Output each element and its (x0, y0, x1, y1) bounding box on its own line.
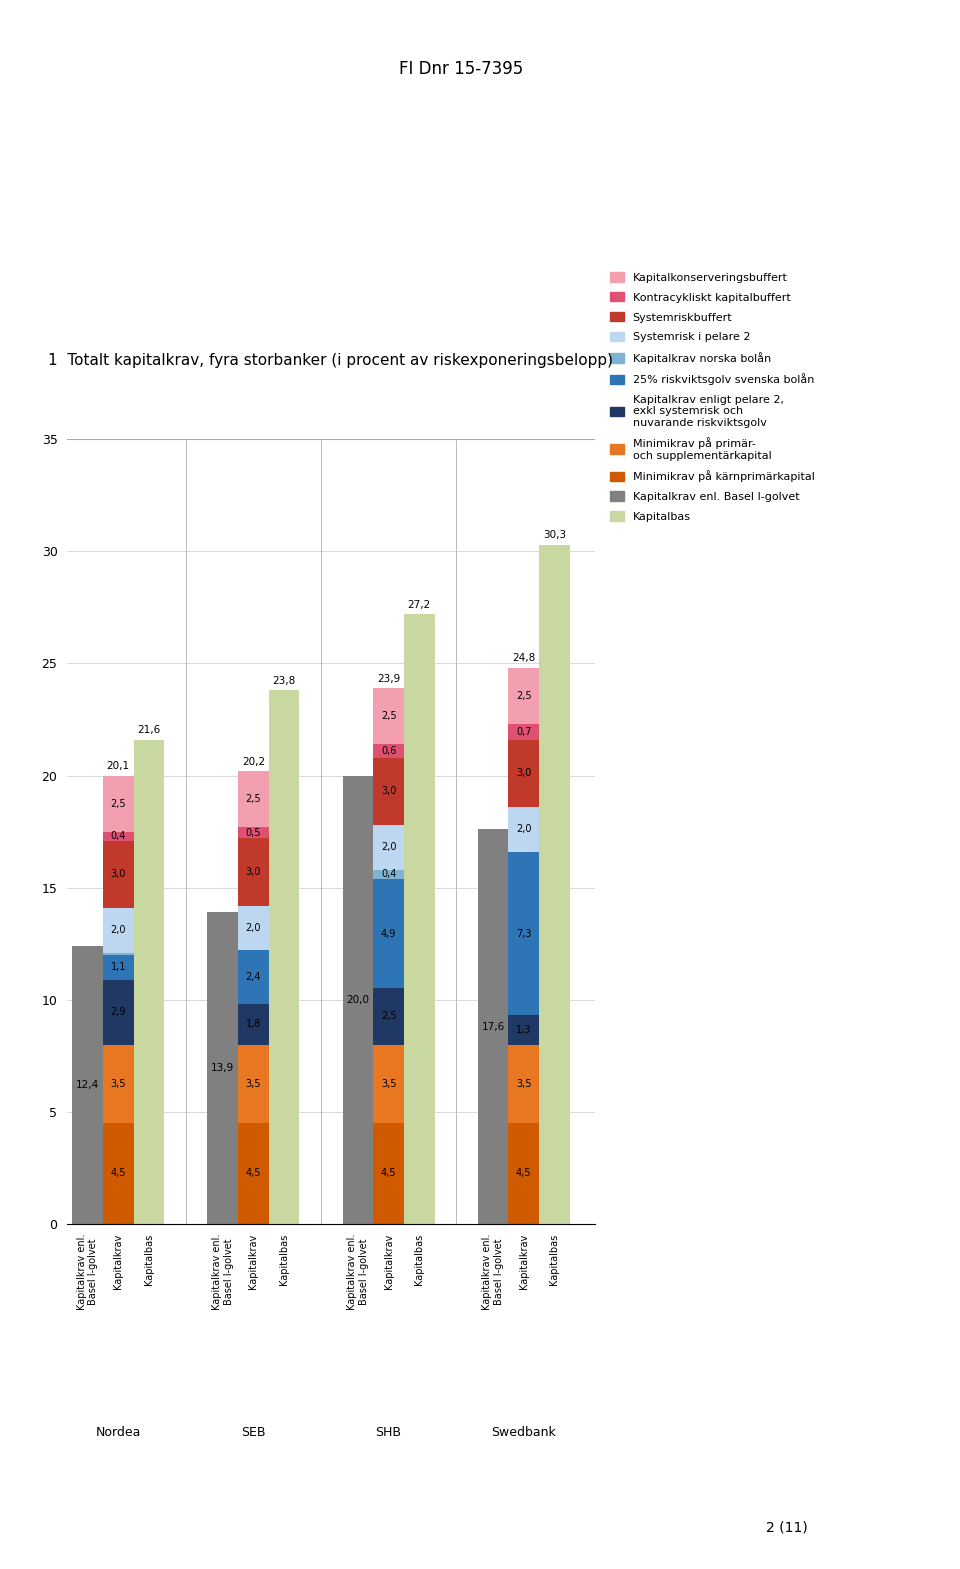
Text: 2 (11): 2 (11) (766, 1520, 808, 1534)
Text: 2,5: 2,5 (381, 711, 396, 722)
Text: 1,3: 1,3 (516, 1025, 532, 1036)
Text: 2,0: 2,0 (381, 843, 396, 852)
Bar (509, 1045, 540, 1123)
Bar (343, 775, 373, 1224)
Bar (373, 825, 404, 869)
Bar (373, 869, 404, 879)
Text: 2,0: 2,0 (110, 926, 126, 935)
Bar (509, 668, 540, 723)
Bar (373, 1123, 404, 1224)
Text: 4,5: 4,5 (516, 1169, 532, 1178)
Text: 2,0: 2,0 (246, 923, 261, 934)
Text: 3,5: 3,5 (516, 1079, 532, 1089)
Bar (238, 1004, 269, 1045)
Text: 24,8: 24,8 (512, 653, 536, 664)
Text: SHB: SHB (375, 1426, 401, 1439)
Text: 4,9: 4,9 (381, 929, 396, 938)
Bar (540, 544, 569, 1224)
Text: SEB: SEB (241, 1426, 266, 1439)
Text: 21,6: 21,6 (137, 725, 160, 736)
Text: 12,4: 12,4 (76, 1079, 99, 1090)
Text: 3,0: 3,0 (110, 869, 126, 879)
Bar (133, 739, 164, 1224)
Text: 0,5: 0,5 (246, 828, 261, 838)
Text: 3,0: 3,0 (246, 868, 261, 877)
Text: 2,5: 2,5 (246, 794, 261, 803)
Bar (373, 988, 404, 1045)
Bar (103, 841, 133, 908)
Bar (238, 905, 269, 951)
Bar (103, 1045, 133, 1123)
Bar (103, 908, 133, 952)
Bar (269, 690, 300, 1224)
Bar (238, 770, 269, 827)
Text: 0,7: 0,7 (516, 726, 532, 737)
Text: 2,0: 2,0 (516, 824, 532, 835)
Bar (509, 1123, 540, 1224)
Text: 23,9: 23,9 (377, 673, 400, 684)
Bar (103, 952, 133, 956)
Bar (103, 1123, 133, 1224)
Text: 2,5: 2,5 (110, 799, 126, 808)
Bar (404, 613, 435, 1224)
Bar (207, 912, 238, 1224)
Text: 30,3: 30,3 (542, 530, 566, 540)
Legend: Kapitalkonserveringsbuffert, Kontracykliskt kapitalbuffert, Systemriskbuffert, S: Kapitalkonserveringsbuffert, Kontracykli… (611, 273, 814, 522)
Bar (509, 852, 540, 1015)
Bar (238, 1123, 269, 1224)
Text: 4,5: 4,5 (381, 1169, 396, 1178)
Text: FI Dnr 15-7395: FI Dnr 15-7395 (398, 60, 523, 77)
Bar (373, 744, 404, 758)
Text: Nordea: Nordea (96, 1426, 141, 1439)
Bar (238, 827, 269, 838)
Text: 3,5: 3,5 (381, 1079, 396, 1089)
Text: 1,8: 1,8 (246, 1020, 261, 1029)
Text: 4,5: 4,5 (246, 1169, 261, 1178)
Text: 0,6: 0,6 (381, 745, 396, 756)
Bar (72, 946, 103, 1224)
Bar (509, 723, 540, 739)
Text: 3,0: 3,0 (516, 769, 532, 778)
Bar (373, 689, 404, 744)
Bar (373, 1045, 404, 1123)
Bar (238, 1045, 269, 1123)
Bar (103, 979, 133, 1045)
Text: 20,2: 20,2 (242, 756, 265, 767)
Text: 0,4: 0,4 (110, 832, 126, 841)
Text: 3,5: 3,5 (246, 1079, 261, 1089)
Text: 13,9: 13,9 (211, 1064, 234, 1073)
Text: 2,4: 2,4 (246, 973, 261, 982)
Bar (238, 951, 269, 1004)
Bar (103, 956, 133, 979)
Text: 3,0: 3,0 (381, 786, 396, 795)
Bar (509, 806, 540, 852)
Text: 2,5: 2,5 (516, 690, 532, 701)
Text: 3,5: 3,5 (110, 1079, 126, 1089)
Text: 23,8: 23,8 (273, 676, 296, 686)
Bar (373, 879, 404, 988)
Text: Swedbank: Swedbank (492, 1426, 556, 1439)
Text: 0,4: 0,4 (381, 869, 396, 879)
Text: 20,1: 20,1 (107, 761, 130, 770)
Text: 2,9: 2,9 (110, 1007, 126, 1017)
Bar (373, 758, 404, 825)
Text: 1  Totalt kapitalkrav, fyra storbanker (i procent av riskexponeringsbelopp): 1 Totalt kapitalkrav, fyra storbanker (i… (48, 353, 613, 369)
Bar (509, 1015, 540, 1045)
Bar (103, 832, 133, 841)
Bar (509, 739, 540, 806)
Text: 2,5: 2,5 (381, 1012, 396, 1021)
Text: 7,3: 7,3 (516, 929, 532, 938)
Text: 20,0: 20,0 (347, 995, 370, 1004)
Bar (238, 838, 269, 905)
Text: 1,1: 1,1 (110, 962, 126, 973)
Text: 27,2: 27,2 (408, 599, 431, 610)
Text: 4,5: 4,5 (110, 1169, 126, 1178)
Bar (103, 775, 133, 832)
Bar (478, 830, 509, 1224)
Text: 17,6: 17,6 (482, 1021, 505, 1031)
